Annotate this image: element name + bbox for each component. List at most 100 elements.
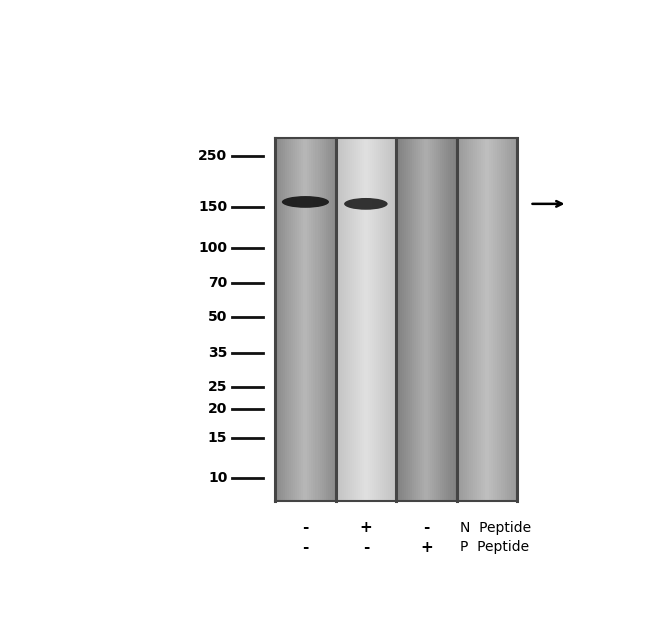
Bar xyxy=(287,138,289,501)
Bar xyxy=(380,138,382,501)
Ellipse shape xyxy=(344,198,387,210)
Bar xyxy=(495,138,497,501)
Bar xyxy=(283,138,285,501)
Text: 20: 20 xyxy=(208,402,227,416)
Bar xyxy=(324,138,326,501)
Bar xyxy=(275,138,517,501)
Bar xyxy=(513,138,515,501)
Bar xyxy=(499,138,501,501)
Bar xyxy=(424,138,426,501)
Text: -: - xyxy=(302,520,309,535)
Bar xyxy=(509,138,511,501)
Bar xyxy=(384,138,386,501)
Bar xyxy=(277,138,280,501)
Bar xyxy=(344,138,346,501)
Bar xyxy=(402,138,404,501)
Bar xyxy=(386,138,388,501)
Text: 10: 10 xyxy=(208,471,227,485)
Bar xyxy=(483,138,485,501)
Bar xyxy=(491,138,493,501)
Bar xyxy=(421,138,422,501)
Bar xyxy=(366,138,368,501)
Bar xyxy=(291,138,293,501)
Bar xyxy=(456,138,458,501)
Bar xyxy=(503,138,505,501)
Bar xyxy=(471,138,473,501)
Bar xyxy=(438,138,441,501)
Bar xyxy=(392,138,394,501)
Bar xyxy=(441,138,443,501)
Text: 250: 250 xyxy=(198,149,228,163)
Bar xyxy=(406,138,408,501)
Bar xyxy=(426,138,428,501)
Bar xyxy=(342,138,344,501)
Text: 25: 25 xyxy=(208,380,227,394)
Bar xyxy=(378,138,380,501)
Bar xyxy=(412,138,414,501)
Bar xyxy=(416,138,418,501)
Bar xyxy=(400,138,402,501)
Bar xyxy=(354,138,356,501)
Text: 150: 150 xyxy=(198,200,228,214)
Bar xyxy=(430,138,432,501)
Text: 50: 50 xyxy=(208,310,227,324)
Bar xyxy=(372,138,374,501)
Text: 15: 15 xyxy=(208,431,227,445)
Bar xyxy=(478,138,481,501)
Bar xyxy=(447,138,448,501)
Bar xyxy=(275,138,277,501)
Bar xyxy=(473,138,474,501)
Bar xyxy=(458,138,461,501)
Text: N  Peptide: N Peptide xyxy=(460,520,530,534)
Bar xyxy=(450,138,452,501)
Bar xyxy=(285,138,287,501)
Bar xyxy=(497,138,499,501)
Bar xyxy=(337,138,340,501)
Bar xyxy=(330,138,332,501)
Bar xyxy=(326,138,328,501)
Bar xyxy=(340,138,342,501)
Ellipse shape xyxy=(282,196,329,208)
Bar xyxy=(469,138,471,501)
Text: 35: 35 xyxy=(208,346,227,360)
Bar xyxy=(376,138,378,501)
Bar xyxy=(333,138,335,501)
Bar xyxy=(370,138,372,501)
Bar xyxy=(461,138,463,501)
Bar xyxy=(388,138,390,501)
Bar xyxy=(448,138,450,501)
Bar xyxy=(346,138,348,501)
Bar xyxy=(335,138,337,501)
Bar xyxy=(374,138,376,501)
Bar xyxy=(467,138,469,501)
Text: -: - xyxy=(302,540,309,555)
Bar xyxy=(307,138,309,501)
Text: 100: 100 xyxy=(198,241,228,255)
Bar xyxy=(465,138,467,501)
Bar xyxy=(408,138,410,501)
Bar xyxy=(332,138,333,501)
Bar xyxy=(348,138,350,501)
Bar xyxy=(445,138,447,501)
Bar xyxy=(485,138,487,501)
Bar xyxy=(358,138,360,501)
Text: +: + xyxy=(359,520,372,535)
Bar xyxy=(281,138,283,501)
Bar xyxy=(463,138,465,501)
Bar xyxy=(306,138,307,501)
Bar xyxy=(297,138,300,501)
Bar xyxy=(432,138,434,501)
Bar xyxy=(360,138,362,501)
Bar xyxy=(356,138,358,501)
Bar xyxy=(317,138,320,501)
Bar xyxy=(398,138,400,501)
Bar xyxy=(507,138,509,501)
Bar xyxy=(293,138,295,501)
Bar xyxy=(404,138,406,501)
Bar xyxy=(474,138,476,501)
Bar xyxy=(511,138,513,501)
Bar xyxy=(493,138,495,501)
Bar xyxy=(382,138,384,501)
Bar xyxy=(410,138,412,501)
Bar xyxy=(418,138,421,501)
